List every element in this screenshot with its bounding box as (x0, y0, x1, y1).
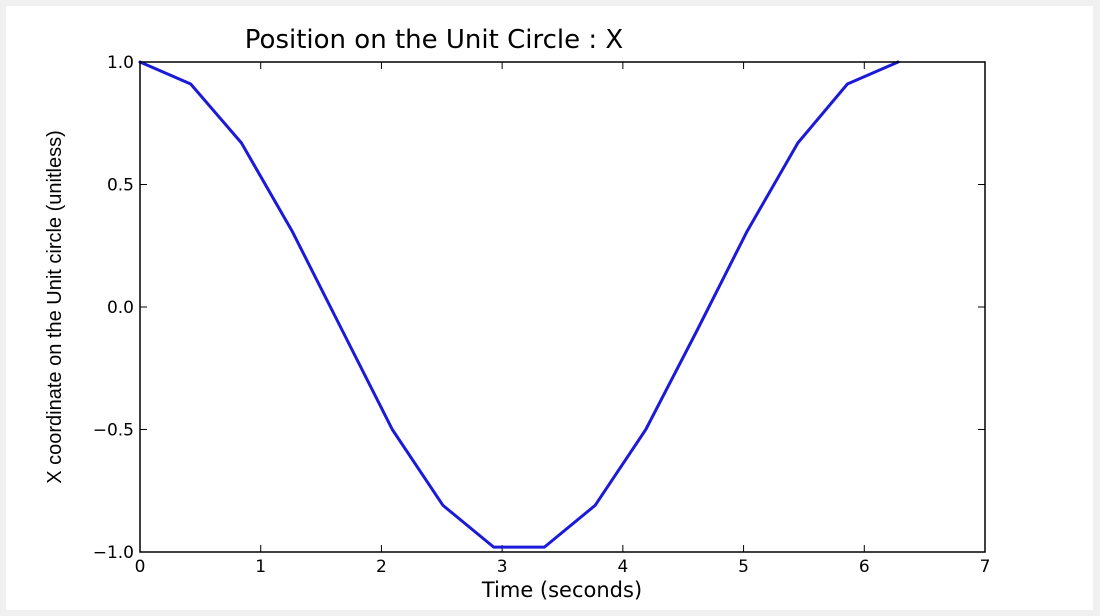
y-tick-label: 0.5 (107, 176, 134, 196)
y-tick-label: −0.5 (93, 421, 134, 441)
chart-title: Position on the Unit Circle : X (245, 25, 623, 55)
x-tick-label: 0 (135, 557, 146, 577)
x-tick-label: 5 (738, 557, 749, 577)
x-tick-label: 2 (376, 557, 387, 577)
chart-figure: Position on the Unit Circle : X 0 1 2 3 4 5 6 7… (6, 6, 1093, 610)
y-tick-label: −1.0 (93, 543, 134, 563)
plot-series (138, 60, 900, 549)
x-tick-label: 1 (255, 557, 266, 577)
x-axis-label: Time (seconds) (481, 578, 642, 602)
x-tick-label: 3 (497, 557, 508, 577)
y-tick-label: 0.0 (107, 298, 134, 318)
axis-ticks: 0 1 2 3 4 5 6 7 1.0 0.5 0.0 −0.5 −1.0 (93, 53, 991, 577)
y-tick-label: 1.0 (107, 53, 134, 73)
line-chart: Position on the Unit Circle : X 0 1 2 3 4 5 6 7… (44, 25, 991, 602)
plot-frame (139, 61, 986, 553)
x-tick-label: 4 (617, 557, 628, 577)
x-tick-label: 6 (859, 557, 870, 577)
y-axis-label: X coordinate on the Unit circle (unitles… (44, 130, 66, 484)
x-tick-label: 7 (980, 557, 991, 577)
series-line (138, 60, 900, 549)
